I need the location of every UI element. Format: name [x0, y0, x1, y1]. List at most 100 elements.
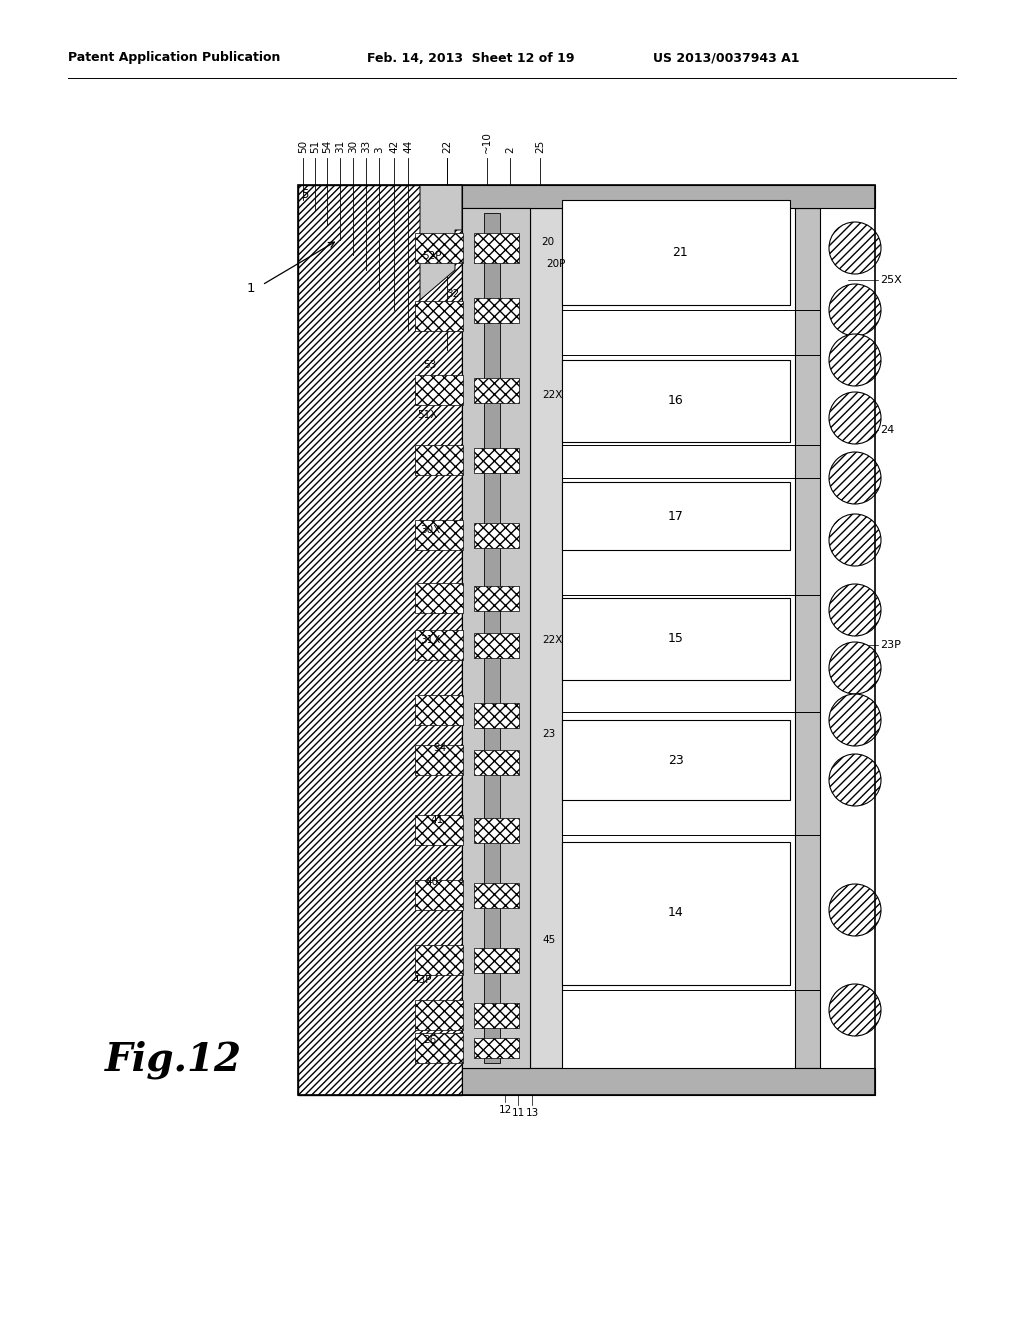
Bar — [474, 1038, 519, 1059]
Text: 22X: 22X — [542, 389, 562, 400]
Text: 51: 51 — [310, 140, 319, 153]
Bar — [795, 209, 820, 1068]
Text: 1: 1 — [247, 282, 255, 296]
Text: 51X: 51X — [417, 411, 437, 420]
Circle shape — [829, 334, 881, 385]
Bar — [484, 213, 500, 1063]
Bar — [530, 209, 562, 1068]
Bar — [474, 634, 519, 657]
Text: 16: 16 — [668, 395, 684, 408]
Bar — [562, 598, 790, 680]
Text: 20: 20 — [542, 238, 555, 247]
Text: 23: 23 — [543, 729, 556, 739]
Text: 2: 2 — [505, 147, 515, 153]
Bar — [415, 375, 463, 405]
Circle shape — [829, 754, 881, 807]
Text: 20P: 20P — [547, 259, 565, 269]
Circle shape — [829, 451, 881, 504]
Text: 15: 15 — [668, 632, 684, 645]
Text: 32: 32 — [446, 289, 460, 300]
Bar — [474, 378, 519, 403]
Bar — [562, 360, 790, 442]
Text: 24: 24 — [880, 425, 894, 436]
Bar — [462, 209, 530, 1068]
Bar — [562, 482, 790, 550]
Text: 17: 17 — [668, 510, 684, 523]
Text: 44: 44 — [403, 140, 413, 153]
Bar — [474, 523, 519, 548]
Bar — [298, 185, 874, 1096]
Bar — [415, 880, 463, 909]
Bar — [474, 750, 519, 775]
Bar — [562, 719, 790, 800]
Bar — [415, 1034, 463, 1063]
Text: 23: 23 — [668, 754, 684, 767]
Bar — [462, 1068, 874, 1096]
Bar — [474, 586, 519, 611]
Polygon shape — [420, 185, 462, 300]
Text: 22X: 22X — [542, 635, 562, 645]
Text: 45: 45 — [543, 935, 556, 945]
Bar — [415, 696, 463, 725]
Text: 12: 12 — [499, 1105, 512, 1115]
Text: 11: 11 — [511, 1107, 524, 1118]
Circle shape — [829, 513, 881, 566]
Bar — [562, 842, 790, 985]
Bar — [415, 583, 463, 612]
Text: 40: 40 — [425, 876, 438, 887]
Text: 50: 50 — [298, 140, 308, 153]
Circle shape — [829, 392, 881, 444]
Text: 33: 33 — [361, 140, 371, 153]
Text: 52P: 52P — [422, 251, 441, 261]
Bar — [415, 520, 463, 550]
Text: 34: 34 — [433, 743, 446, 752]
Bar — [415, 301, 463, 331]
Text: 21: 21 — [672, 247, 688, 260]
Circle shape — [829, 884, 881, 936]
Bar — [462, 185, 874, 209]
Text: 25: 25 — [535, 140, 545, 153]
Text: 26: 26 — [423, 1035, 436, 1045]
Bar — [474, 447, 519, 473]
Bar — [415, 445, 463, 475]
Bar — [415, 945, 463, 975]
Bar — [474, 818, 519, 843]
Bar — [415, 744, 463, 775]
Text: 54: 54 — [322, 140, 332, 153]
Text: 53: 53 — [423, 360, 436, 370]
Circle shape — [829, 694, 881, 746]
Text: 30: 30 — [348, 140, 358, 153]
Text: ~10: ~10 — [482, 131, 492, 153]
Text: 3: 3 — [374, 147, 384, 153]
Circle shape — [829, 983, 881, 1036]
Circle shape — [829, 222, 881, 275]
Text: 22: 22 — [442, 140, 452, 153]
Bar — [415, 234, 463, 263]
Text: 42: 42 — [389, 140, 399, 153]
Text: 30X: 30X — [420, 525, 440, 535]
Bar — [474, 948, 519, 973]
Text: 43P: 43P — [413, 975, 432, 985]
Text: 14: 14 — [668, 907, 684, 920]
Bar — [474, 298, 519, 323]
Bar — [415, 814, 463, 845]
Text: Feb. 14, 2013  Sheet 12 of 19: Feb. 14, 2013 Sheet 12 of 19 — [367, 51, 574, 65]
Circle shape — [829, 583, 881, 636]
Text: 41: 41 — [430, 814, 443, 825]
Text: 25X: 25X — [880, 275, 902, 285]
Text: Patent Application Publication: Patent Application Publication — [68, 51, 281, 65]
Bar — [474, 234, 519, 263]
Bar — [474, 704, 519, 729]
Bar — [562, 201, 790, 305]
Bar — [298, 185, 462, 1096]
Bar — [415, 1001, 463, 1030]
Circle shape — [829, 642, 881, 694]
Text: Fig.12: Fig.12 — [105, 1040, 242, 1080]
Text: 5: 5 — [301, 189, 308, 202]
Text: US 2013/0037943 A1: US 2013/0037943 A1 — [653, 51, 800, 65]
Bar — [474, 883, 519, 908]
Text: 31: 31 — [335, 140, 345, 153]
Circle shape — [829, 284, 881, 337]
Bar — [474, 1003, 519, 1028]
Text: 13: 13 — [525, 1107, 539, 1118]
